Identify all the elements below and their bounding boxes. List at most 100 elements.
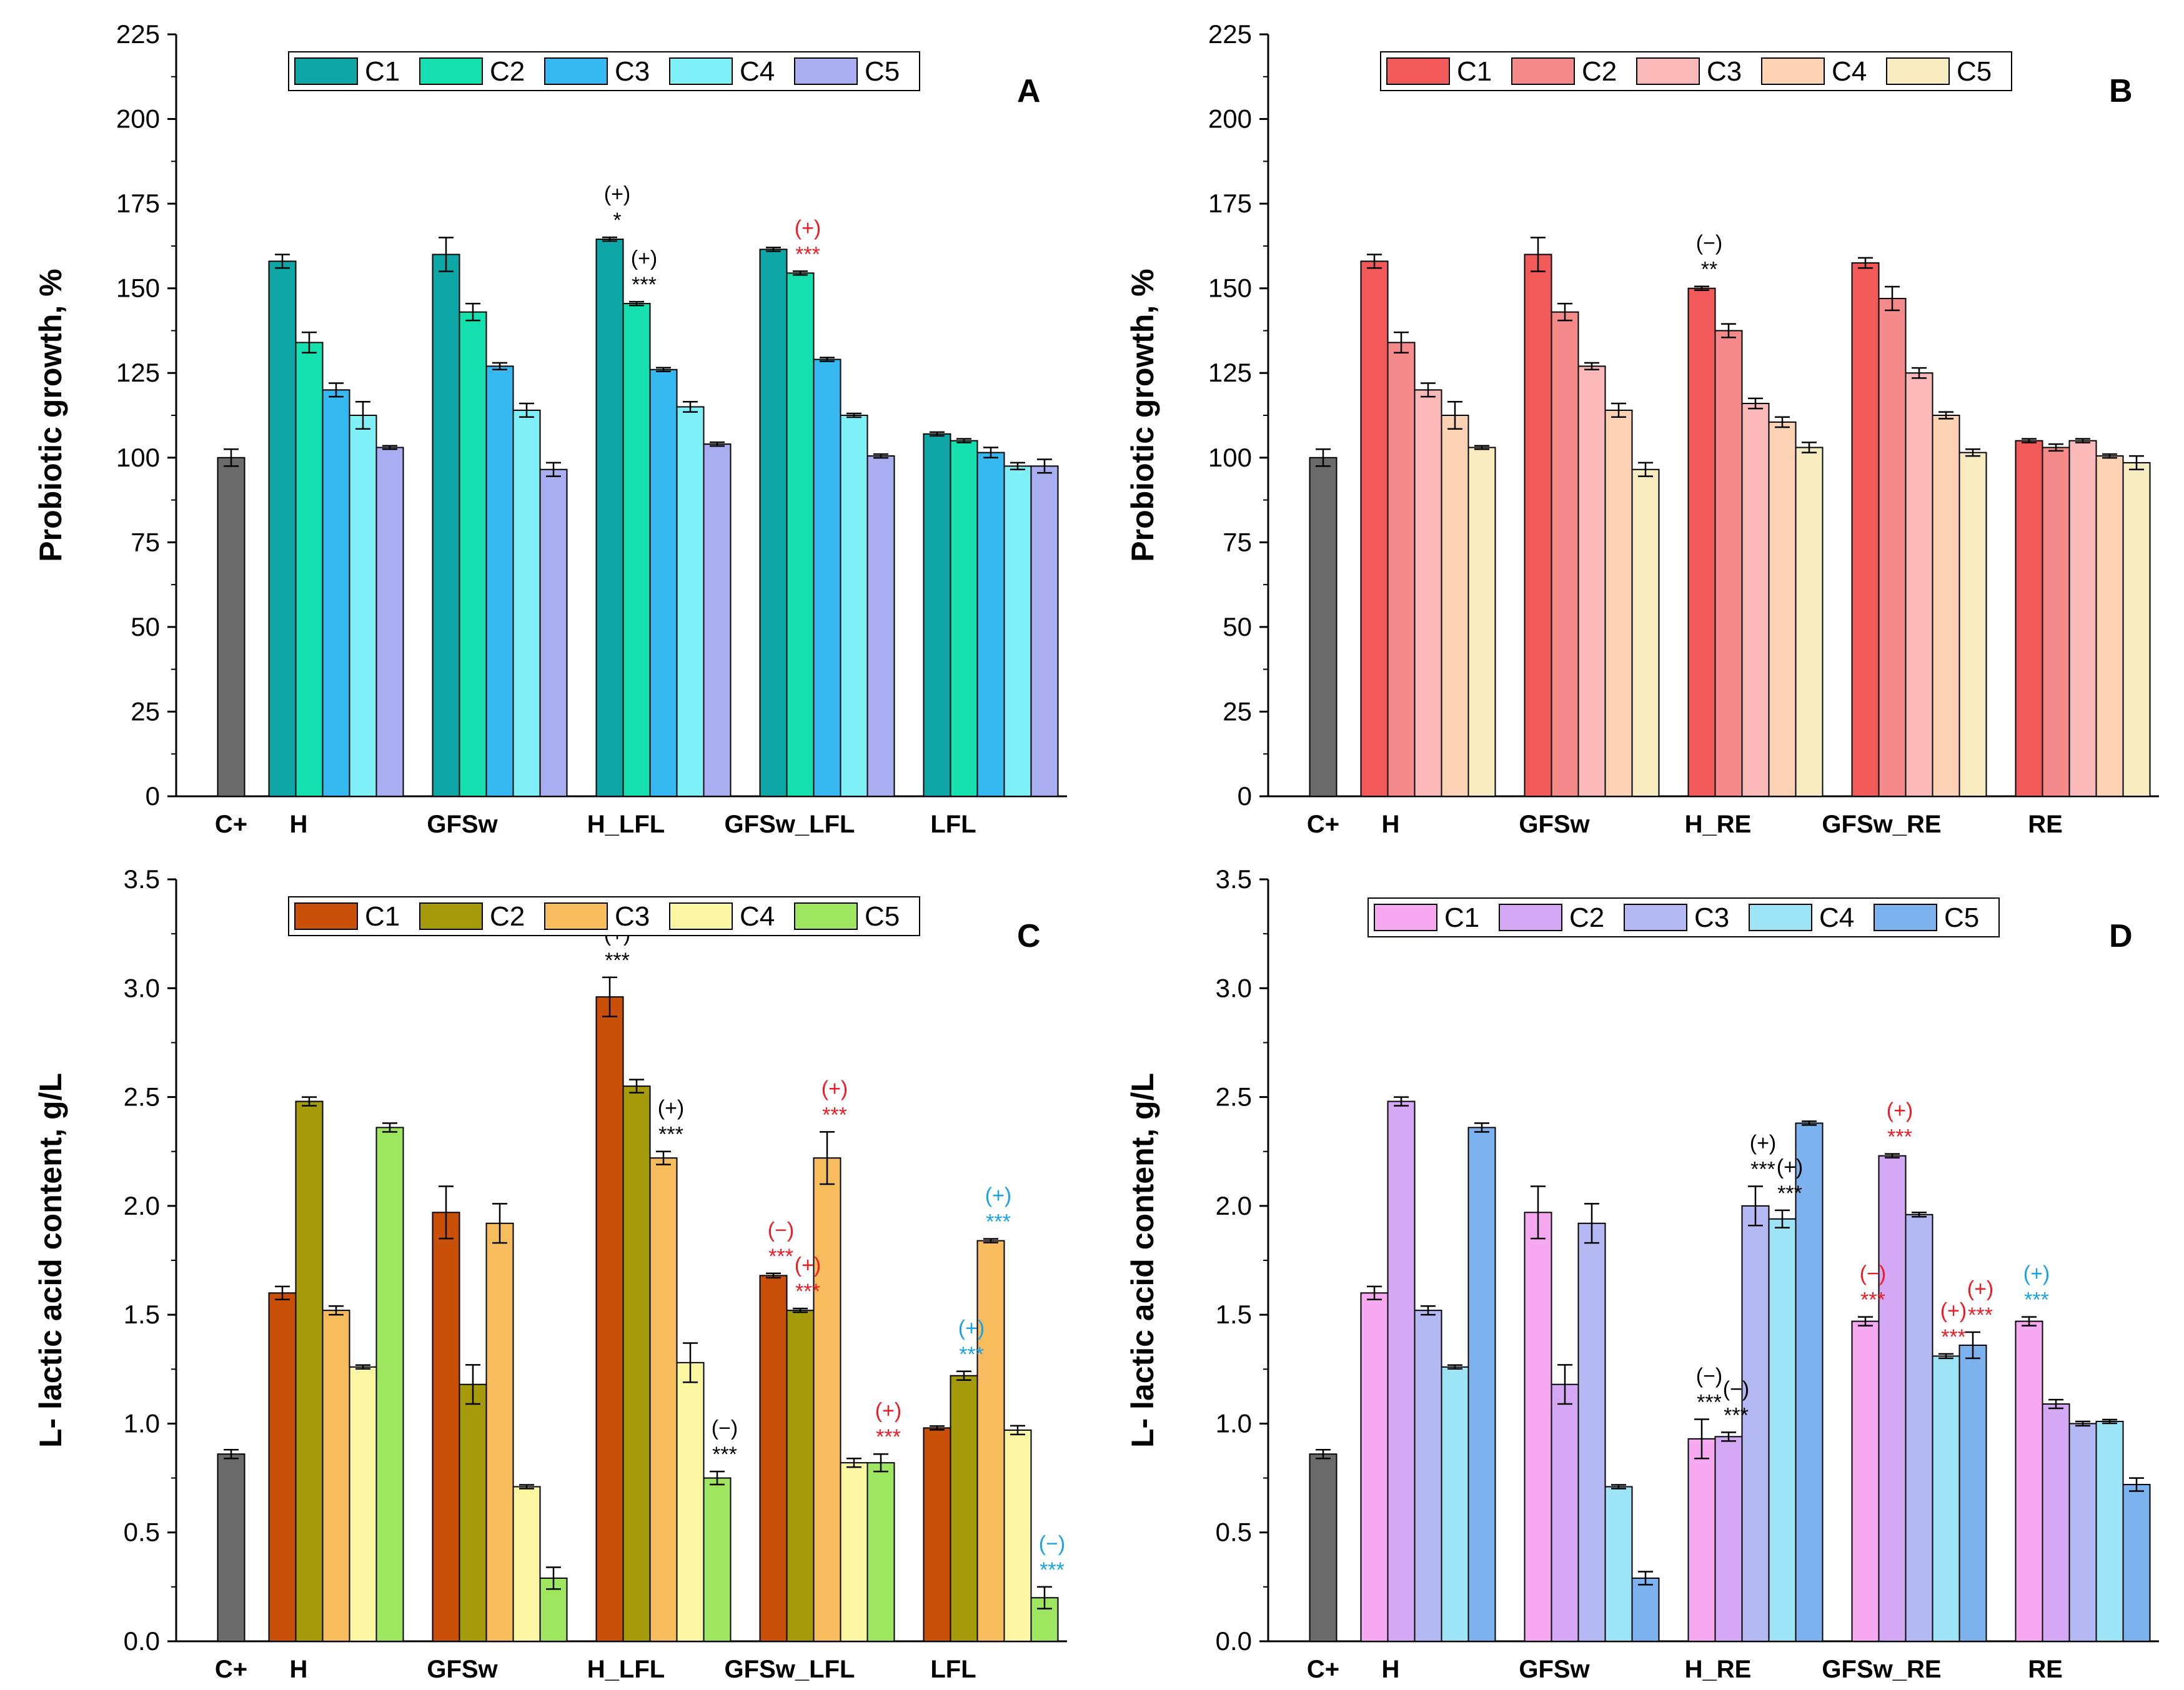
bar-lfl-c4 — [1003, 465, 1032, 797]
bar-gfsw_re-c3 — [1905, 372, 1933, 797]
significance-sign: (+) — [604, 182, 631, 206]
significance-stars: *** — [768, 1245, 793, 1268]
significance-stars: *** — [1860, 1288, 1885, 1312]
bar-h_re-c1 — [1687, 287, 1716, 797]
bar-h_re-c2 — [1714, 330, 1743, 797]
bar-h-c3 — [1414, 389, 1442, 797]
bar-h-c2 — [295, 1100, 324, 1642]
x-category-label: C+ — [215, 1656, 247, 1683]
x-category-label: RE — [2028, 811, 2063, 838]
significance-stars: *** — [795, 1280, 820, 1303]
bar-lfl-c4 — [1003, 1429, 1032, 1643]
significance-annotation: ***(+) — [1940, 1299, 1967, 1349]
bar-h_lfl-c1 — [595, 239, 624, 797]
bar-control — [1309, 457, 1338, 797]
bar-lfl-c5 — [1030, 465, 1059, 797]
significance-annotation: ***(+) — [795, 216, 821, 266]
y-tick-label: 0.5 — [1216, 1518, 1252, 1547]
bar-gfsw_lfl-c5 — [866, 1462, 895, 1643]
legend-swatch-c5 — [1886, 57, 1950, 85]
legend-swatch-c2 — [419, 57, 483, 85]
legend-swatch-c4 — [1749, 904, 1812, 931]
significance-sign: (+) — [1967, 1277, 1994, 1301]
legend: C1 C2 C3 C4 C5 — [1367, 897, 2000, 937]
panel-a-chart: 0 25 50 75 100 125 150 175 200 225 Probiotic growt… — [0, 0, 1092, 845]
y-tick-label: 150 — [116, 274, 160, 303]
significance-annotation: ***(−) — [1039, 1532, 1066, 1582]
x-category-label: GFSw — [1519, 811, 1590, 838]
bar-lfl-c1 — [923, 1427, 951, 1643]
significance-annotation: ***(−) — [1696, 1364, 1723, 1414]
significance-sign: (−) — [1696, 1364, 1723, 1388]
y-tick-label: 1.0 — [124, 1408, 160, 1438]
significance-annotation: ***(−) — [1723, 1377, 1750, 1427]
bar-gfsw_lfl-c2 — [786, 1310, 815, 1642]
bar-h_re-c4 — [1768, 1218, 1797, 1642]
bar-gfsw_re-c5 — [1958, 1344, 1987, 1642]
significance-sign: (+) — [658, 1097, 685, 1120]
significance-stars: *** — [1777, 1182, 1802, 1205]
x-category-label: GFSw_RE — [1822, 811, 1941, 838]
legend-swatch-c1 — [1374, 904, 1437, 931]
y-tick-label: 0 — [1238, 781, 1252, 811]
significance-sign: (+) — [795, 216, 821, 240]
bar-h_lfl-c4 — [676, 1361, 705, 1642]
legend-label: C4 — [740, 56, 775, 87]
panel-label: A — [1017, 73, 1041, 109]
legend-swatch-c4 — [1761, 57, 1825, 85]
bar-h-c3 — [1414, 1310, 1442, 1642]
y-tick-label: 150 — [1208, 274, 1252, 303]
x-category-label: H_RE — [1685, 1656, 1752, 1683]
significance-annotation: *** (+) — [658, 1097, 685, 1147]
y-axis-label: L- lactic acid content, g/L — [1125, 1073, 1160, 1448]
significance-annotation: *** (+) — [795, 1253, 821, 1303]
significance-sign: (+) — [1750, 1131, 1777, 1155]
legend-swatch-c1 — [294, 57, 358, 85]
significance-stars: *** — [658, 1123, 683, 1147]
significance-annotation: ***(+) — [1887, 1099, 1913, 1149]
panel-b-chart: 0 25 50 75 100 125 150 175 200 225 Probiotic growt… — [1092, 0, 2184, 845]
y-tick-label: 75 — [131, 527, 160, 556]
x-category-label: H_LFL — [587, 811, 665, 838]
significance-annotation: ***(+) — [875, 1399, 902, 1449]
y-tick-label: 50 — [131, 612, 160, 641]
legend-swatch-c5 — [794, 902, 858, 930]
significance-annotation: ***(−) — [712, 1416, 738, 1466]
legend-swatch-c2 — [1511, 57, 1575, 85]
bar-lfl-c3 — [976, 452, 1005, 797]
bar-h_re-c3 — [1741, 1205, 1770, 1642]
bar-h-c3 — [322, 389, 350, 797]
x-category-label: H_RE — [1685, 811, 1752, 838]
legend-label: C1 — [1457, 56, 1492, 87]
significance-stars: *** — [1697, 1390, 1722, 1414]
bar-control — [1309, 1453, 1338, 1642]
x-category-label: GFSw — [427, 1656, 498, 1683]
legend-swatch-c3 — [1624, 904, 1687, 931]
significance-sign: (+) — [1940, 1299, 1967, 1323]
bar-h_lfl-c2 — [622, 1085, 651, 1642]
x-category-label: LFL — [930, 811, 976, 838]
bar-h_lfl-c3 — [649, 368, 678, 797]
bar-re-c3 — [2068, 440, 2097, 797]
significance-stars: *** — [712, 1443, 737, 1466]
y-tick-label: 200 — [116, 104, 160, 134]
bar-re-c4 — [2095, 455, 2124, 797]
bar-h_lfl-c3 — [649, 1157, 678, 1642]
legend-swatch-c3 — [1636, 57, 1700, 85]
y-tick-label: 125 — [116, 358, 160, 387]
y-tick-label: 1.5 — [124, 1300, 160, 1329]
legend: C1 C2 C3 C4 C5 — [288, 51, 920, 91]
significance-stars: *** — [605, 949, 630, 972]
bar-gfsw-c4 — [512, 1486, 541, 1642]
significance-sign: (+) — [1777, 1155, 1804, 1179]
legend-label: C3 — [1707, 56, 1742, 87]
significance-sign: (−) — [1039, 1532, 1066, 1556]
x-category-label: GFSw — [427, 811, 498, 838]
bar-gfsw_re-c5 — [1958, 452, 1987, 797]
x-category-label: C+ — [1307, 811, 1339, 838]
significance-stars: *** — [795, 242, 820, 266]
significance-sign: (+) — [795, 1253, 821, 1277]
bar-gfsw-c1 — [432, 1212, 460, 1642]
legend-label: C4 — [1832, 56, 1867, 87]
x-category-label: H_LFL — [587, 1656, 665, 1683]
